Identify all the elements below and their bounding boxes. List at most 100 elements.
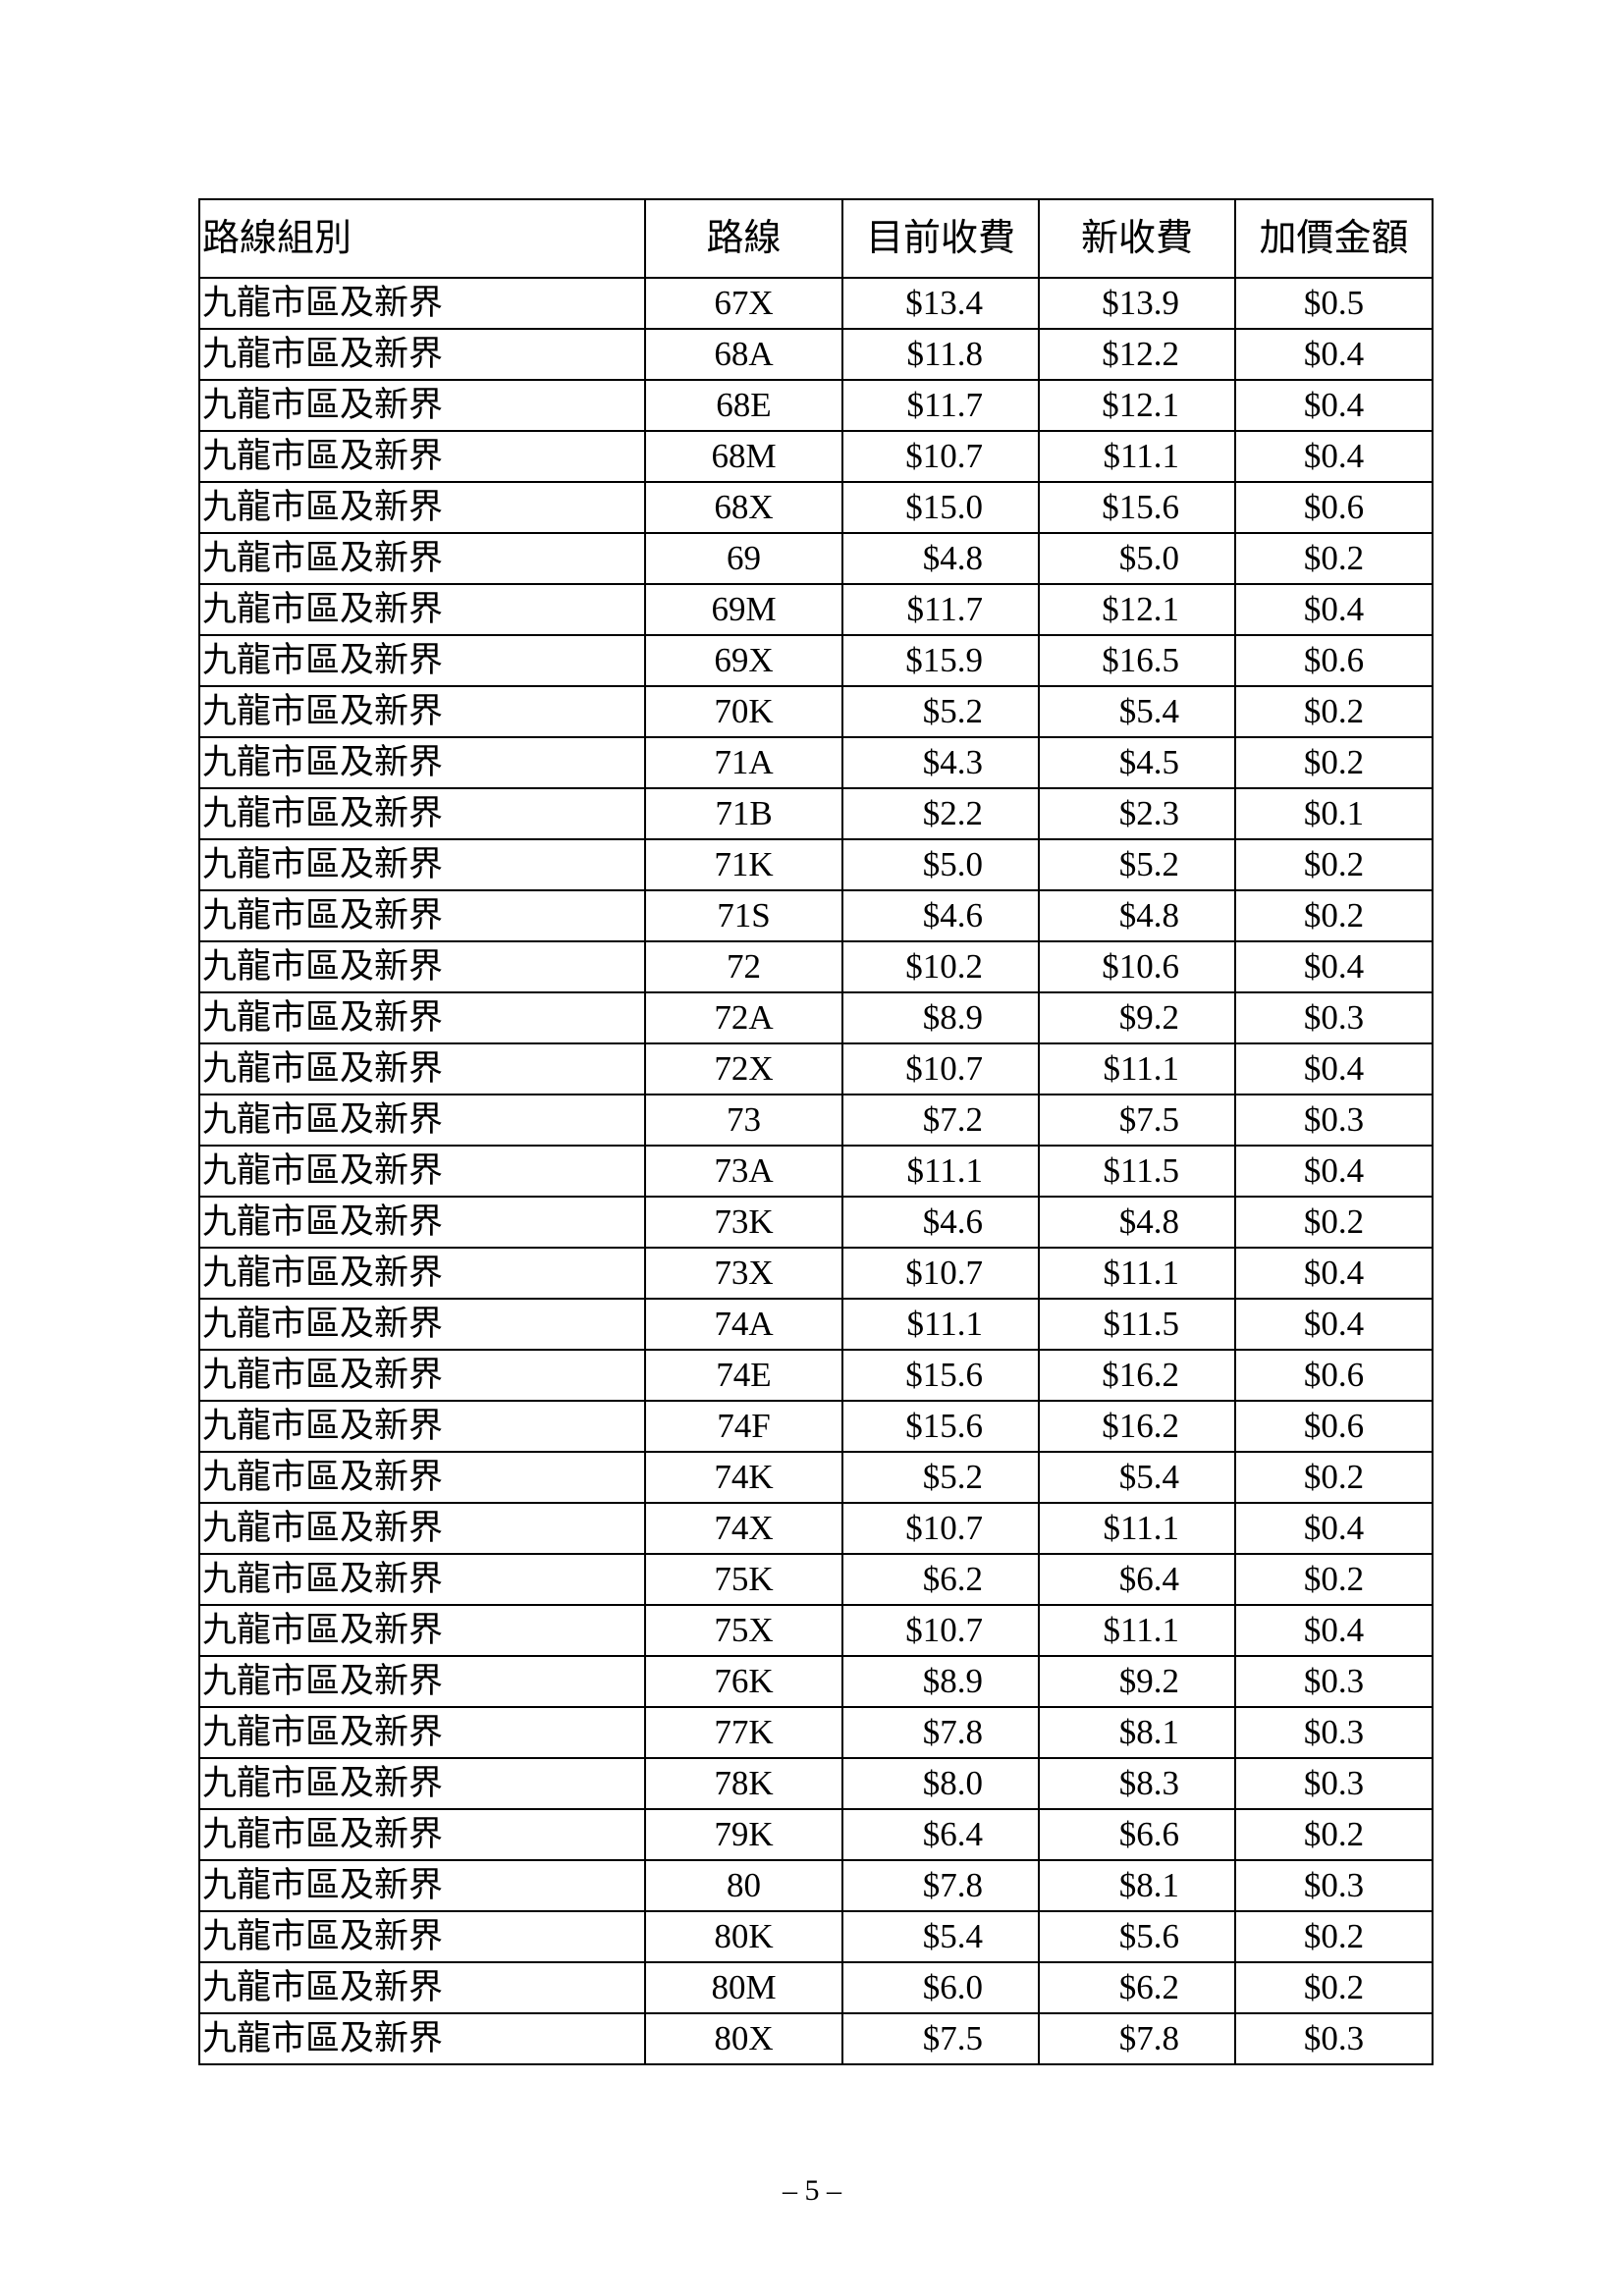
cell-increase-amount: $0.6 [1234, 1400, 1434, 1453]
table-row: 九龍市區及新界 80 $7.8 $8.1 $0.3 [198, 1859, 1434, 1912]
cell-route-group: 九龍市區及新界 [198, 1604, 646, 1657]
fare-table: 路線組別 路線 目前收費 新收費 加價金額 九龍市區及新界 67X $13.4 $13.9 $0… [198, 198, 1434, 2065]
cell-route-group: 九龍市區及新界 [198, 2012, 646, 2065]
table-row: 九龍市區及新界 72 $10.2 $10.6 $0.4 [198, 940, 1434, 993]
cell-new-fare: $5.6 [1038, 1910, 1236, 1963]
header-route: 路線 [644, 198, 843, 279]
cell-route-group: 九龍市區及新界 [198, 634, 646, 687]
cell-route-group: 九龍市區及新界 [198, 1145, 646, 1198]
cell-route-group: 九龍市區及新界 [198, 328, 646, 381]
cell-new-fare: $12.1 [1038, 379, 1236, 432]
cell-route: 80M [644, 1961, 843, 2014]
cell-increase-amount: $0.2 [1234, 1910, 1434, 1963]
cell-route-group: 九龍市區及新界 [198, 1094, 646, 1147]
table-row: 九龍市區及新界 74X $10.7 $11.1 $0.4 [198, 1502, 1434, 1555]
cell-route-group: 九龍市區及新界 [198, 1196, 646, 1249]
cell-new-fare: $9.2 [1038, 1655, 1236, 1708]
cell-current-fare: $10.2 [841, 940, 1040, 993]
cell-new-fare: $4.5 [1038, 736, 1236, 789]
cell-route-group: 九龍市區及新界 [198, 430, 646, 483]
cell-route: 72A [644, 991, 843, 1044]
cell-route: 80X [644, 2012, 843, 2065]
page-number: – 5 – [783, 2174, 841, 2207]
cell-current-fare: $7.2 [841, 1094, 1040, 1147]
cell-increase-amount: $0.1 [1234, 787, 1434, 840]
cell-route-group: 九龍市區及新界 [198, 940, 646, 993]
cell-route: 80K [644, 1910, 843, 1963]
table-row: 九龍市區及新界 74E $15.6 $16.2 $0.6 [198, 1349, 1434, 1402]
cell-route: 80 [644, 1859, 843, 1912]
cell-new-fare: $16.2 [1038, 1349, 1236, 1402]
cell-new-fare: $11.1 [1038, 1042, 1236, 1095]
table-row: 九龍市區及新界 71S $4.6 $4.8 $0.2 [198, 889, 1434, 942]
header-current-fare: 目前收費 [841, 198, 1040, 279]
table-row: 九龍市區及新界 71A $4.3 $4.5 $0.2 [198, 736, 1434, 789]
cell-current-fare: $11.1 [841, 1145, 1040, 1198]
table-row: 九龍市區及新界 68A $11.8 $12.2 $0.4 [198, 328, 1434, 381]
cell-route-group: 九龍市區及新界 [198, 787, 646, 840]
table-row: 九龍市區及新界 80K $5.4 $5.6 $0.2 [198, 1910, 1434, 1963]
cell-route: 74X [644, 1502, 843, 1555]
cell-route: 78K [644, 1757, 843, 1810]
cell-new-fare: $4.8 [1038, 1196, 1236, 1249]
cell-current-fare: $4.6 [841, 1196, 1040, 1249]
cell-route-group: 九龍市區及新界 [198, 1706, 646, 1759]
table-row: 九龍市區及新界 69 $4.8 $5.0 $0.2 [198, 532, 1434, 585]
cell-route-group: 九龍市區及新界 [198, 1502, 646, 1555]
cell-route-group: 九龍市區及新界 [198, 1808, 646, 1861]
cell-increase-amount: $0.6 [1234, 481, 1434, 534]
table-row: 九龍市區及新界 69M $11.7 $12.1 $0.4 [198, 583, 1434, 636]
cell-new-fare: $9.2 [1038, 991, 1236, 1044]
table-row: 九龍市區及新界 67X $13.4 $13.9 $0.5 [198, 277, 1434, 330]
cell-current-fare: $8.9 [841, 1655, 1040, 1708]
cell-increase-amount: $0.2 [1234, 1553, 1434, 1606]
cell-route-group: 九龍市區及新界 [198, 1298, 646, 1351]
table-row: 九龍市區及新界 74F $15.6 $16.2 $0.6 [198, 1400, 1434, 1453]
cell-route-group: 九龍市區及新界 [198, 838, 646, 891]
table-row: 九龍市區及新界 72X $10.7 $11.1 $0.4 [198, 1042, 1434, 1095]
cell-new-fare: $12.1 [1038, 583, 1236, 636]
cell-current-fare: $4.8 [841, 532, 1040, 585]
cell-increase-amount: $0.3 [1234, 1859, 1434, 1912]
cell-route: 74F [644, 1400, 843, 1453]
table-row: 九龍市區及新界 71K $5.0 $5.2 $0.2 [198, 838, 1434, 891]
cell-route-group: 九龍市區及新界 [198, 1400, 646, 1453]
cell-route: 75X [644, 1604, 843, 1657]
cell-route: 71B [644, 787, 843, 840]
cell-current-fare: $10.7 [841, 1042, 1040, 1095]
table-row: 九龍市區及新界 73 $7.2 $7.5 $0.3 [198, 1094, 1434, 1147]
cell-increase-amount: $0.4 [1234, 583, 1434, 636]
cell-increase-amount: $0.4 [1234, 379, 1434, 432]
cell-new-fare: $6.2 [1038, 1961, 1236, 2014]
cell-route: 73A [644, 1145, 843, 1198]
cell-increase-amount: $0.3 [1234, 1655, 1434, 1708]
cell-increase-amount: $0.2 [1234, 889, 1434, 942]
cell-increase-amount: $0.3 [1234, 991, 1434, 1044]
cell-route: 71K [644, 838, 843, 891]
table-row: 九龍市區及新界 74K $5.2 $5.4 $0.2 [198, 1451, 1434, 1504]
cell-increase-amount: $0.4 [1234, 1042, 1434, 1095]
table-row: 九龍市區及新界 68M $10.7 $11.1 $0.4 [198, 430, 1434, 483]
cell-route: 73X [644, 1247, 843, 1300]
cell-route: 76K [644, 1655, 843, 1708]
cell-new-fare: $11.5 [1038, 1298, 1236, 1351]
cell-route-group: 九龍市區及新界 [198, 481, 646, 534]
cell-new-fare: $8.3 [1038, 1757, 1236, 1810]
cell-current-fare: $15.9 [841, 634, 1040, 687]
cell-current-fare: $15.6 [841, 1400, 1040, 1453]
cell-route-group: 九龍市區及新界 [198, 1553, 646, 1606]
cell-route-group: 九龍市區及新界 [198, 1042, 646, 1095]
table-row: 九龍市區及新界 74A $11.1 $11.5 $0.4 [198, 1298, 1434, 1351]
cell-current-fare: $7.8 [841, 1706, 1040, 1759]
header-route-group: 路線組別 [198, 198, 646, 279]
cell-new-fare: $7.8 [1038, 2012, 1236, 2065]
table-row: 九龍市區及新界 73K $4.6 $4.8 $0.2 [198, 1196, 1434, 1249]
cell-route: 74A [644, 1298, 843, 1351]
cell-route: 69X [644, 634, 843, 687]
cell-increase-amount: $0.4 [1234, 1298, 1434, 1351]
table-row: 九龍市區及新界 75X $10.7 $11.1 $0.4 [198, 1604, 1434, 1657]
table-row: 九龍市區及新界 80X $7.5 $7.8 $0.3 [198, 2012, 1434, 2065]
cell-new-fare: $16.5 [1038, 634, 1236, 687]
cell-current-fare: $10.7 [841, 430, 1040, 483]
cell-new-fare: $16.2 [1038, 1400, 1236, 1453]
